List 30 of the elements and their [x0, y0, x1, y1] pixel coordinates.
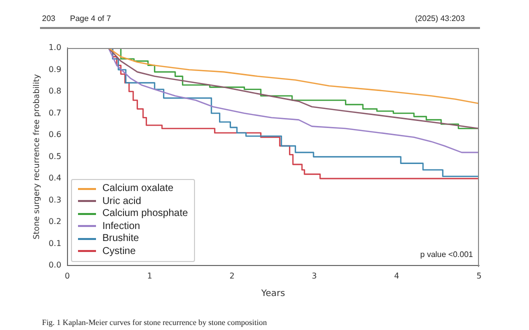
x-tick-label: 5	[476, 271, 482, 280]
text: 203	[42, 14, 56, 23]
legend-label: Calcium oxalate	[102, 183, 174, 194]
text: (2025) 43:203	[415, 14, 465, 23]
y-tick-label: 0.6	[48, 130, 62, 140]
y-tick-label: 1.0	[48, 43, 62, 52]
annotation: p value <0.001	[420, 250, 473, 259]
legend-label: Calcium phosphate	[102, 208, 188, 220]
y-tick-label: 0.1	[48, 238, 62, 248]
y-tick-label: 0.0	[48, 260, 62, 270]
x-tick-label: 3	[312, 271, 317, 280]
y-tick-label: 0.4	[48, 174, 62, 183]
legend-label: Cystine	[102, 246, 136, 257]
x-tick-label: 4	[394, 271, 400, 280]
y-tick-label: 0.5	[48, 152, 62, 161]
x-axis-title: Years	[260, 288, 286, 299]
legend-label: Uric acid	[102, 196, 142, 207]
y-tick-label: 0.7	[48, 108, 62, 118]
legend-label: Infection	[102, 220, 140, 232]
x-tick-label: 0	[64, 271, 70, 280]
text: Page 4 of 7	[70, 14, 111, 23]
y-tick-label: 0.8	[48, 86, 62, 96]
y-tick-label: 0.3	[48, 195, 62, 204]
y-tick-label: 0.9	[48, 64, 62, 74]
caption: Fig. 1 Kaplan-Meier curves for stone recurrence by stone composition	[42, 318, 267, 327]
x-tick-label: 2	[229, 271, 235, 280]
x-tick-label: 1	[147, 271, 152, 280]
y-axis-title: Stone surgery recurrence free probability	[32, 74, 41, 240]
y-tick-label: 0.2	[48, 217, 62, 226]
legend-label: Brushite	[102, 233, 139, 244]
